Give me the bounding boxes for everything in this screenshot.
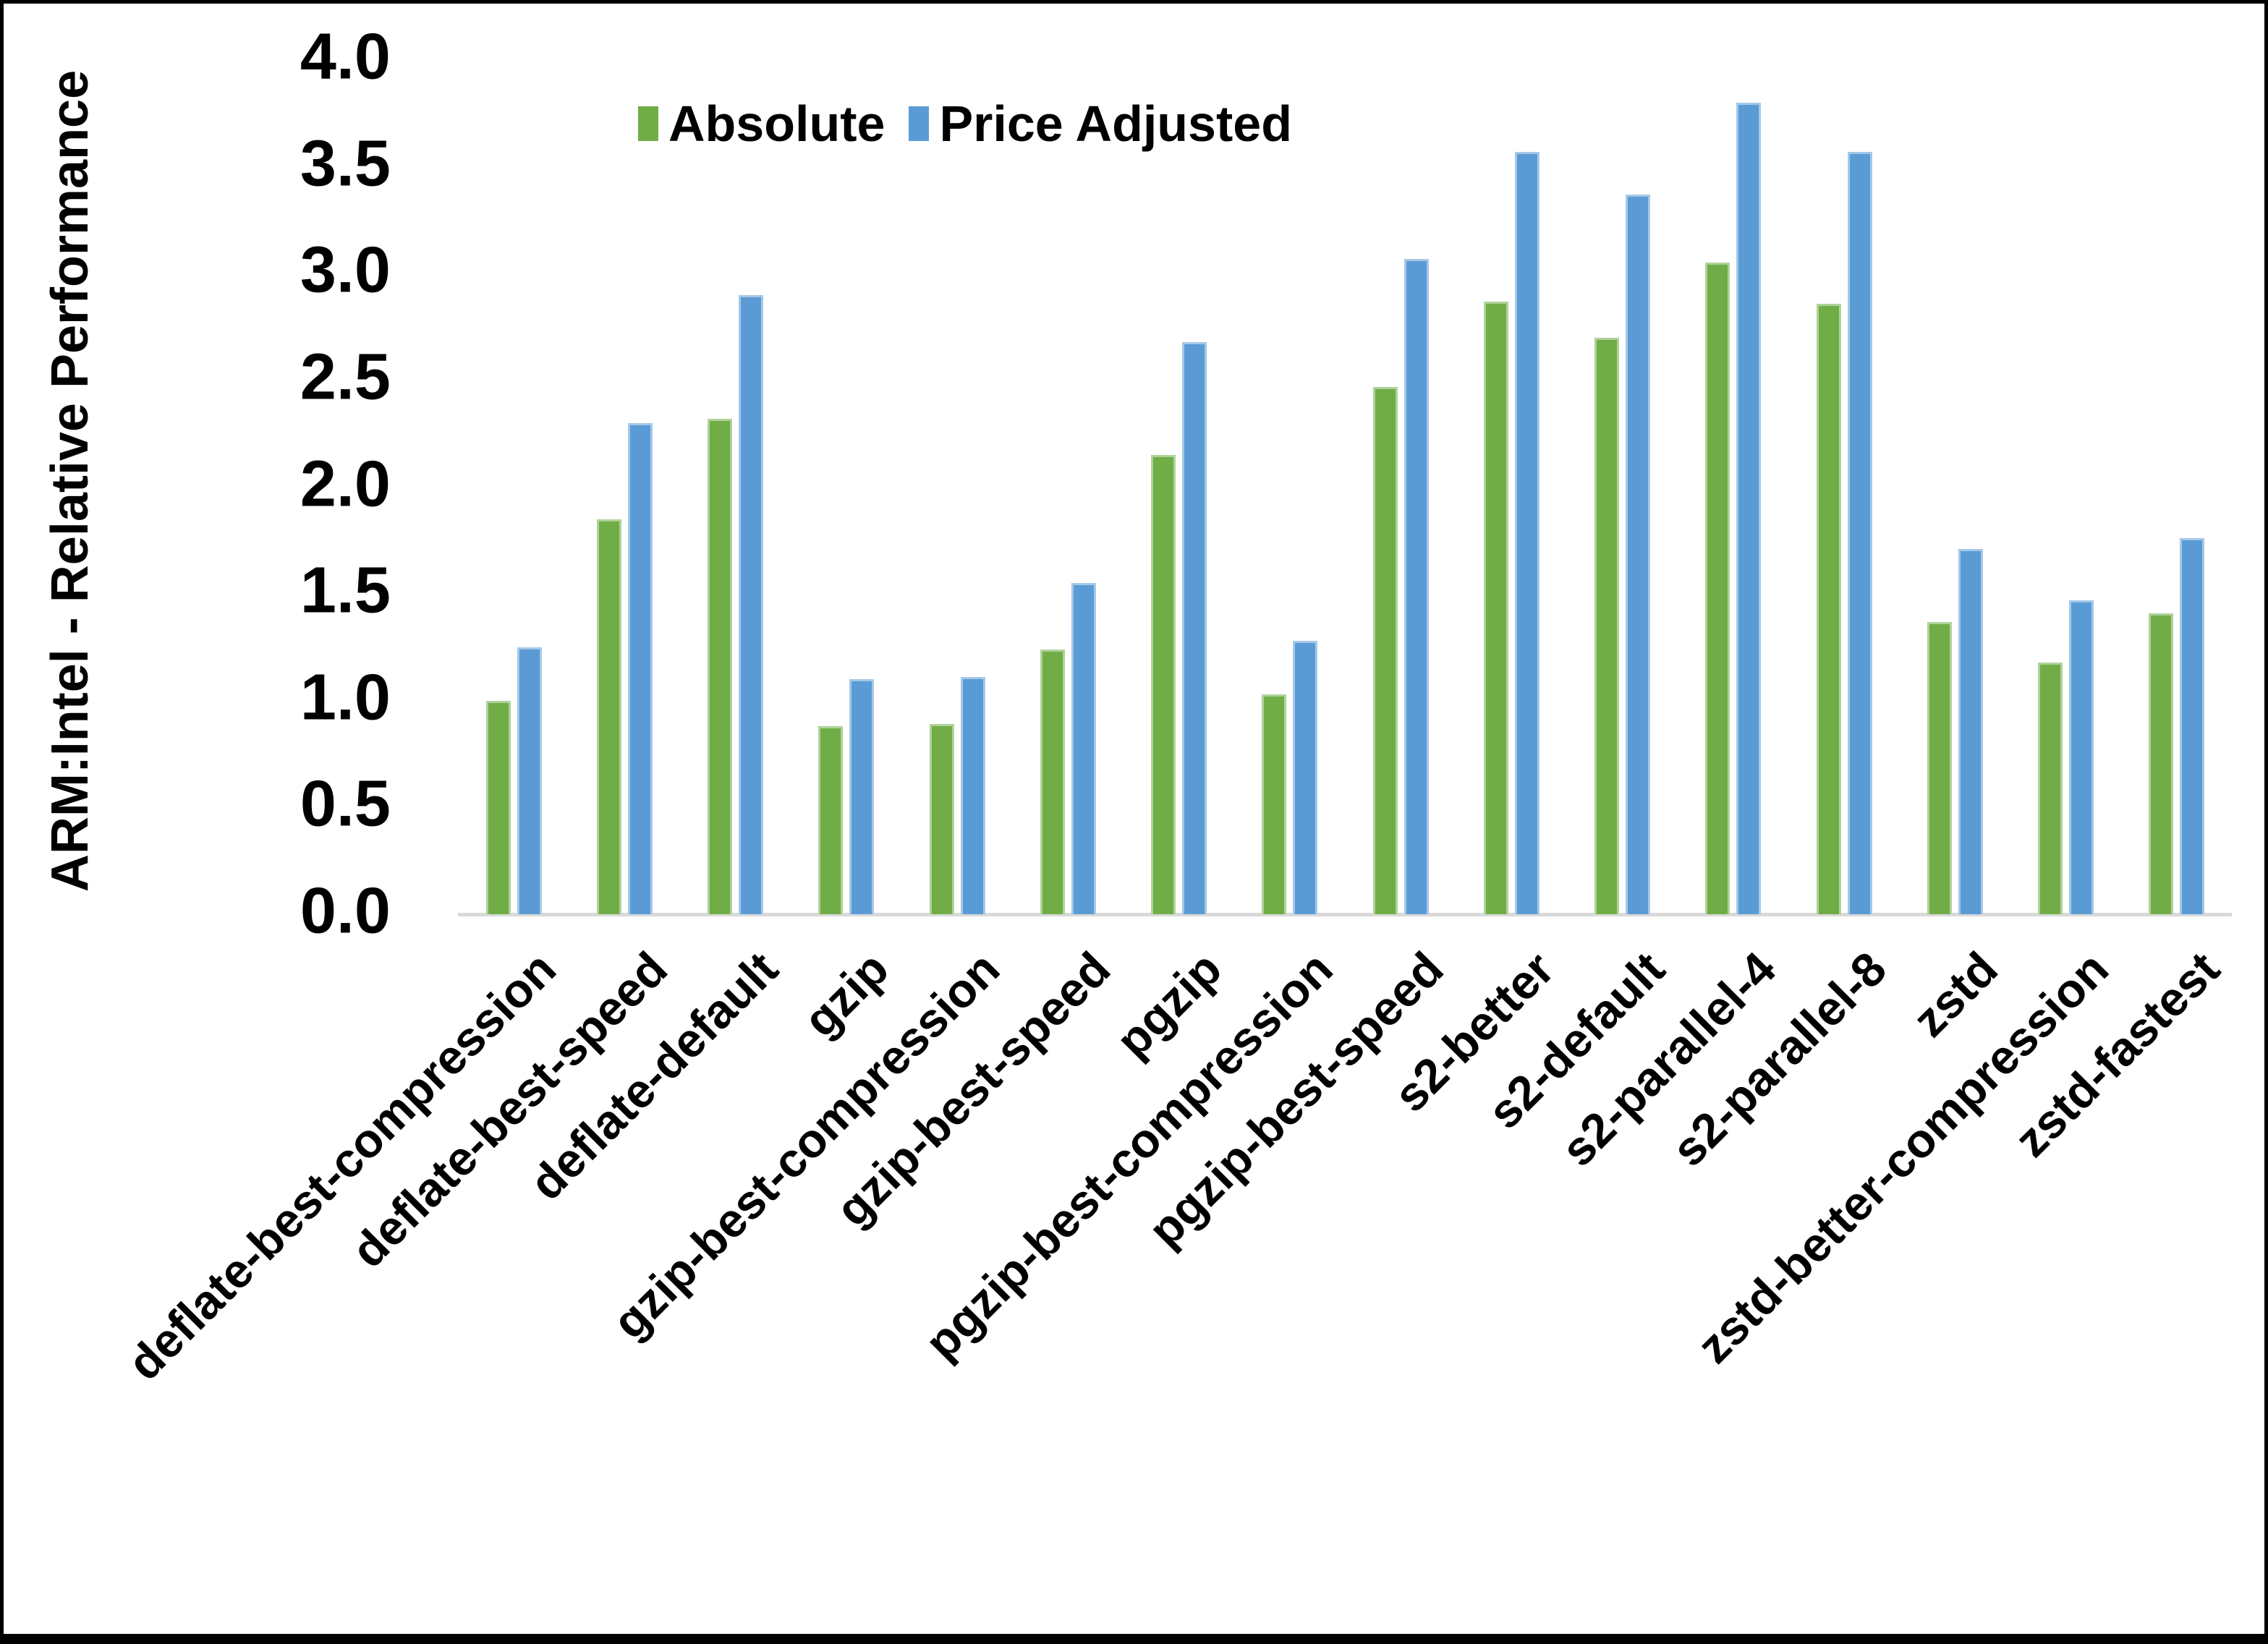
x-axis-line (458, 913, 2232, 916)
bar-price-adjusted-deflate-best-compression (517, 647, 542, 914)
bar-price-adjusted-gzip-best-speed (1071, 583, 1096, 914)
bar-absolute-s2-better (1483, 301, 1508, 914)
y-tick-label: 0.0 (300, 874, 391, 947)
bar-price-adjusted-zstd (1958, 549, 1983, 914)
bar-absolute-zstd (1927, 621, 1952, 914)
bar-price-adjusted-gzip (849, 679, 875, 914)
bar-absolute-pgzip (1151, 455, 1176, 914)
bar-absolute-deflate-best-compression (485, 700, 511, 914)
bar-absolute-zstd-better-compression (2038, 662, 2063, 914)
bar-price-adjusted-s2-parallel-8 (1847, 151, 1872, 914)
bar-absolute-deflate-best-speed (596, 519, 621, 914)
legend-swatch-price-adjusted (909, 106, 930, 141)
bar-price-adjusted-zstd-better-compression (2069, 600, 2094, 914)
y-tick-label: 3.0 (300, 234, 391, 307)
bar-absolute-s2-parallel-8 (1816, 303, 1841, 914)
bar-absolute-gzip-best-compression (929, 724, 954, 914)
legend-swatch-absolute (638, 106, 658, 141)
legend-label-price-adjusted: Price Adjusted (939, 95, 1292, 152)
bar-price-adjusted-s2-parallel-4 (1736, 103, 1762, 914)
bar-price-adjusted-pgzip-best-compression (1293, 641, 1318, 914)
y-tick-label: 4.0 (300, 20, 391, 93)
legend: Absolute Price Adjusted (638, 95, 1316, 153)
y-tick-label: 2.0 (300, 447, 391, 520)
legend-item-price-adjusted: Price Adjusted (909, 95, 1292, 153)
bar-price-adjusted-s2-better (1514, 151, 1539, 914)
bar-price-adjusted-pgzip (1182, 341, 1207, 914)
bar-price-adjusted-zstd-fastest (2180, 538, 2205, 914)
bar-absolute-deflate-default (708, 419, 733, 914)
bar-absolute-gzip (818, 726, 844, 914)
bar-price-adjusted-s2-default (1626, 195, 1651, 914)
legend-label-absolute: Absolute (668, 95, 885, 152)
y-tick-label: 3.5 (300, 127, 391, 200)
bar-absolute-gzip-best-speed (1040, 649, 1065, 914)
bar-absolute-pgzip-best-speed (1372, 386, 1398, 914)
bar-price-adjusted-deflate-best-speed (627, 422, 653, 914)
y-tick-label: 1.0 (300, 661, 391, 734)
y-tick-label: 1.5 (300, 554, 391, 627)
x-tick-label-deflate-best-compression: deflate-best-compression (117, 941, 566, 1390)
bar-absolute-s2-parallel-4 (1705, 263, 1730, 914)
bar-absolute-pgzip-best-compression (1262, 694, 1287, 914)
y-tick-label: 0.5 (300, 767, 391, 840)
bar-price-adjusted-deflate-default (739, 294, 764, 914)
bar-absolute-s2-default (1594, 337, 1620, 914)
legend-item-absolute: Absolute (638, 95, 885, 153)
bar-price-adjusted-pgzip-best-speed (1403, 258, 1429, 914)
bar-price-adjusted-gzip-best-compression (960, 677, 985, 914)
y-axis-title: ARM:Intel - Relative Performance (41, 69, 99, 893)
bar-absolute-zstd-fastest (2149, 613, 2174, 914)
y-tick-label: 2.5 (300, 341, 391, 414)
